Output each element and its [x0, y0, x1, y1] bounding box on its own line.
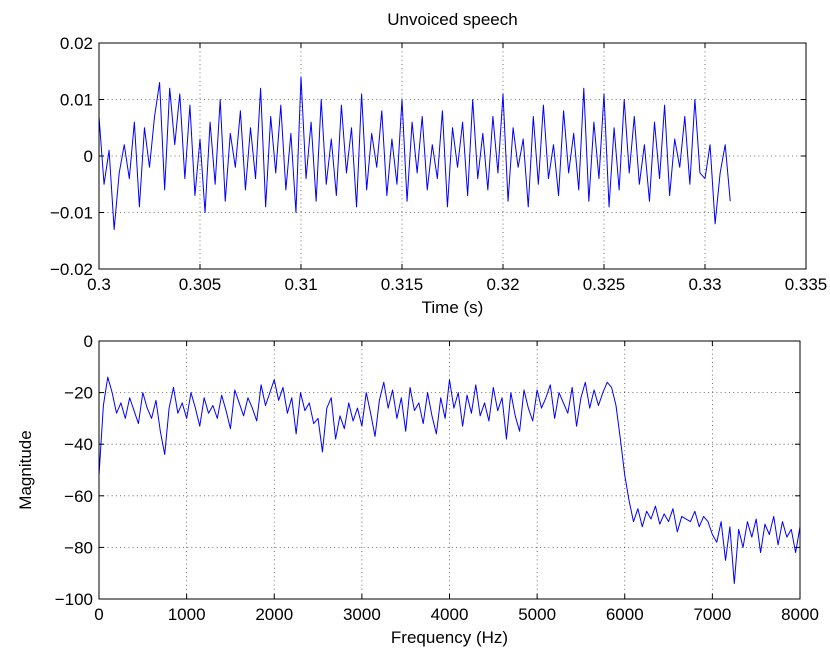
x-axis-label: Time (s) — [422, 298, 484, 317]
y-tick-label: 0.02 — [60, 34, 93, 53]
x-tick-label: 4000 — [431, 605, 469, 624]
x-tick-label: 7000 — [693, 605, 731, 624]
y-tick-label: 0 — [84, 332, 93, 351]
x-tick-label: 0.315 — [381, 275, 424, 294]
x-tick-label: 0.325 — [583, 275, 626, 294]
y-tick-label: −0.02 — [50, 260, 93, 279]
x-tick-label: 0.33 — [688, 275, 721, 294]
x-tick-label: 0 — [94, 605, 103, 624]
y-tick-label: −20 — [64, 384, 93, 403]
grid-lines — [99, 43, 806, 269]
y-axis-label: Magnitude — [16, 430, 35, 509]
x-tick-label: 6000 — [606, 605, 644, 624]
x-tick-label: 8000 — [781, 605, 819, 624]
x-tick-label: 0.32 — [486, 275, 519, 294]
x-tick-label: 5000 — [518, 605, 556, 624]
x-tick-label: 0.335 — [785, 275, 828, 294]
x-tick-label: 3000 — [343, 605, 381, 624]
series-line-1-0 — [98, 376, 801, 585]
y-tick-label: 0.01 — [60, 91, 93, 110]
y-tick-label: −80 — [64, 538, 93, 557]
x-tick-label: 1000 — [168, 605, 206, 624]
y-tick-label: −60 — [64, 487, 93, 506]
top-panel: 0.3 0.305 0.31 0.315 0.32 0.325 0.33 0.335 −0.02… — [50, 10, 827, 317]
y-tick-label: −100 — [55, 590, 93, 609]
x-tick-label: 0.31 — [284, 275, 317, 294]
x-axis-label: Frequency (Hz) — [391, 628, 508, 647]
x-tick-label: 0.305 — [179, 275, 222, 294]
series-line-0-0 — [98, 76, 731, 230]
x-tick-label: 0.3 — [87, 275, 111, 294]
chart-title: Unvoiced speech — [387, 10, 517, 29]
x-tick-label: 2000 — [255, 605, 293, 624]
y-tick-label: −40 — [64, 435, 93, 454]
y-tick-label: −0.01 — [50, 204, 93, 223]
y-tick-label: 0 — [84, 147, 93, 166]
grid-lines — [99, 341, 800, 599]
bottom-panel: 0 1000 2000 3000 4000 5000 6000 7000 8000 −100 −80… — [16, 332, 819, 647]
